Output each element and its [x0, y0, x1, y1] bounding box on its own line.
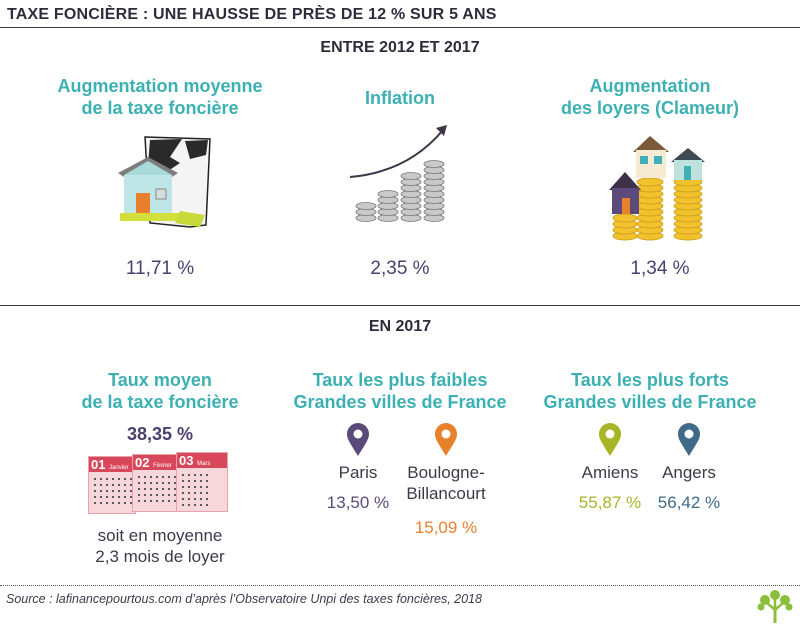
label-line: Augmentation [589, 76, 711, 96]
city-paris: Paris [338, 463, 378, 482]
section2-heading: EN 2017 [368, 318, 432, 335]
city-amiens: Amiens [581, 463, 639, 482]
map-pin-icon [435, 423, 457, 456]
city-boulogne: Boulogne- Billancourt [396, 462, 496, 504]
lowest-label: Taux les plus faibles Grandes villes de … [280, 369, 520, 413]
label-line: de la taxe foncière [81, 392, 239, 412]
calendar-month: Mars [197, 461, 211, 467]
city-paris-value: 13,50 % [326, 493, 390, 512]
section-divider [0, 305, 800, 306]
calendar-month: Février [153, 463, 172, 469]
houses-on-coins-icon [609, 136, 705, 241]
taux-moyen-value: 38,35 % [126, 424, 194, 444]
calendar-num: 02 [135, 455, 150, 470]
note-line: 2,3 mois de loyer [95, 547, 225, 566]
label-line: Grandes villes de France [293, 392, 507, 412]
city-amiens-value: 55,87 % [578, 493, 642, 512]
calendar-header: 03 Mars [177, 453, 227, 468]
city-angers: Angers [662, 463, 716, 482]
label-line: de la taxe foncière [81, 98, 239, 118]
city-boulogne-value: 15,09 % [414, 518, 478, 537]
section1-item-3-label: Augmentation des loyers (Clameur) [530, 75, 770, 119]
calendar-num: 03 [179, 453, 194, 468]
label-line: des loyers (Clameur) [560, 98, 740, 118]
label-line: Taux moyen [108, 370, 212, 390]
city-name-line: Billancourt [406, 484, 486, 503]
section1-item-1-value: 11,71 % [125, 258, 195, 279]
city-name-line: Boulogne- [407, 463, 485, 482]
section1-heading: ENTRE 2012 ET 2017 [320, 39, 480, 56]
footer-divider [0, 585, 800, 586]
map-pin-icon [599, 423, 621, 456]
note-line: soit en moyenne [97, 526, 223, 545]
city-angers-value: 56,42 % [657, 493, 721, 512]
map-pin-icon [678, 423, 700, 456]
taux-moyen-note: soit en moyenne 2,3 mois de loyer [60, 525, 260, 567]
calendar-page: 03 Mars [176, 452, 228, 512]
house-torn-paper-icon [118, 136, 211, 228]
tree-logo-icon [757, 590, 793, 623]
calendar-header: 02 Février [133, 455, 179, 470]
label-line: Taux les plus faibles [312, 370, 488, 390]
calendar-month: Janvier [109, 465, 129, 471]
calendar-icon: 01 Janvier 02 Février 03 Mars [88, 452, 238, 514]
title-divider [0, 27, 800, 28]
section1-item-2-label: Inflation [365, 88, 435, 108]
taux-moyen-label: Taux moyen de la taxe foncière [40, 369, 280, 413]
calendar-num: 01 [91, 457, 106, 472]
section1-item-3-value: 1,34 % [630, 258, 690, 279]
coin-stacks-arrow-icon [349, 125, 447, 222]
calendar-page: 02 Février [132, 454, 180, 512]
calendar-page: 01 Janvier [88, 456, 136, 514]
section1-item-2-value: 2,35 % [370, 258, 430, 279]
map-pin-icon [347, 423, 369, 456]
calendar-days [92, 476, 132, 508]
calendar-header: 01 Janvier [89, 457, 135, 472]
highest-label: Taux les plus forts Grandes villes de Fr… [530, 369, 770, 413]
page-title: TAXE FONCIÈRE : UNE HAUSSE DE PRÈS DE 12… [7, 6, 497, 23]
label-line: Augmentation moyenne [57, 76, 263, 96]
calendar-days [136, 474, 176, 506]
calendar-days [180, 472, 208, 506]
label-line: Taux les plus forts [571, 370, 729, 390]
label-line: Grandes villes de France [543, 392, 757, 412]
section1-item-1-label: Augmentation moyenne de la taxe foncière [40, 75, 280, 119]
source-note: Source : lafinancepourtous.com d’après l… [6, 592, 482, 606]
